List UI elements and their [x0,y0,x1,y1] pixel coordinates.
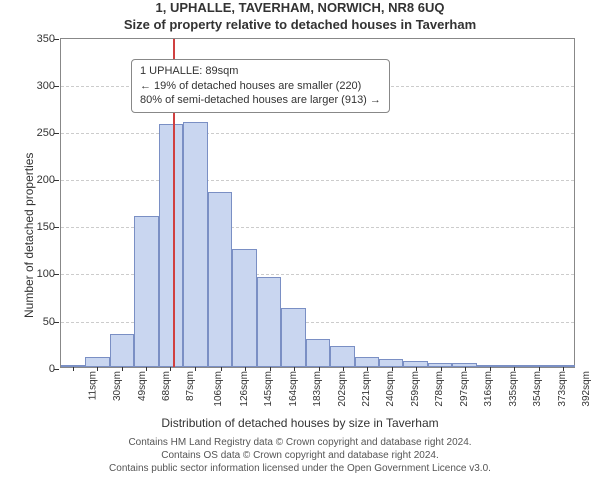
xtick-mark [122,367,123,371]
xtick-label: 354sqm [532,371,543,407]
xtick-label: 259sqm [410,371,421,407]
ytick-label: 250 [37,127,61,139]
xtick-label: 278sqm [434,371,445,407]
xtick-label: 297sqm [459,371,470,407]
annotation-line: 80% of semi-detached houses are larger (… [140,93,381,108]
chart-title: 1, UPHALLE, TAVERHAM, NORWICH, NR8 6UQ S… [0,0,600,34]
xtick-label: 49sqm [137,371,148,401]
x-axis-label: Distribution of detached houses by size … [0,416,600,430]
xtick-mark [563,367,564,371]
xtick-label: 68sqm [161,371,172,401]
histogram-bar [183,122,207,367]
histogram-bar [110,334,134,367]
annotation-line: ← 19% of detached houses are smaller (22… [140,79,381,94]
xtick-mark [465,367,466,371]
xtick-label: 202sqm [336,371,347,407]
gridline [61,133,574,134]
xtick-mark [416,367,417,371]
xtick-label: 240sqm [385,371,396,407]
xtick-mark [146,367,147,371]
xtick-mark [294,367,295,371]
histogram-bar [208,192,232,366]
ytick-label: 150 [37,221,61,233]
xtick-mark [195,367,196,371]
histogram-bar [85,357,109,366]
histogram-bar [379,359,403,367]
xtick-mark [392,367,393,371]
histogram-bar [134,216,158,367]
xtick-mark [221,367,222,371]
attribution: Contains HM Land Registry data © Crown c… [0,436,600,475]
xtick-label: 11sqm [87,371,98,400]
xtick-mark [441,367,442,371]
xtick-mark [97,367,98,371]
ytick-label: 100 [37,268,61,280]
annotation-line: 1 UPHALLE: 89sqm [140,64,381,79]
xtick-label: 373sqm [556,371,567,407]
xtick-mark [514,367,515,371]
plot-region: 05010015020025030035011sqm30sqm49sqm68sq… [60,38,575,368]
ytick-label: 300 [37,80,61,92]
histogram-bar [159,124,183,367]
attribution-line: Contains public sector information licen… [0,462,600,475]
xtick-label: 145sqm [263,371,274,407]
xtick-mark [245,367,246,371]
xtick-label: 221sqm [361,371,372,407]
annotation-box: 1 UPHALLE: 89sqm← 19% of detached houses… [131,59,390,114]
histogram-bar [232,249,256,367]
title-line-2: Size of property relative to detached ho… [0,17,600,34]
histogram-bar [257,277,281,367]
ytick-label: 350 [37,33,61,45]
y-axis-label: Number of detached properties [22,152,36,317]
chart-area: Number of detached properties 0501001502… [60,38,580,368]
xtick-label: 87sqm [185,371,196,401]
xtick-mark [367,367,368,371]
xtick-label: 183sqm [312,371,323,407]
xtick-mark [343,367,344,371]
ytick-label: 200 [37,174,61,186]
xtick-mark [73,367,74,371]
xtick-mark [490,367,491,371]
xtick-mark [319,367,320,371]
histogram-bar [330,346,354,367]
histogram-bar [281,308,305,366]
histogram-bar [355,357,379,366]
ytick-label: 50 [43,316,61,328]
histogram-bar [306,339,330,367]
ytick-label: 0 [49,363,61,375]
xtick-label: 335sqm [508,371,519,407]
xtick-mark [539,367,540,371]
xtick-mark [270,367,271,371]
xtick-label: 316sqm [483,371,494,407]
xtick-label: 164sqm [287,371,298,407]
xtick-label: 126sqm [238,371,249,407]
xtick-mark [170,367,171,371]
attribution-line: Contains HM Land Registry data © Crown c… [0,436,600,449]
xtick-label: 392sqm [581,371,592,407]
gridline [61,180,574,181]
xtick-label: 106sqm [213,371,224,407]
xtick-label: 30sqm [112,371,123,401]
attribution-line: Contains OS data © Crown copyright and d… [0,449,600,462]
title-line-1: 1, UPHALLE, TAVERHAM, NORWICH, NR8 6UQ [0,0,600,17]
